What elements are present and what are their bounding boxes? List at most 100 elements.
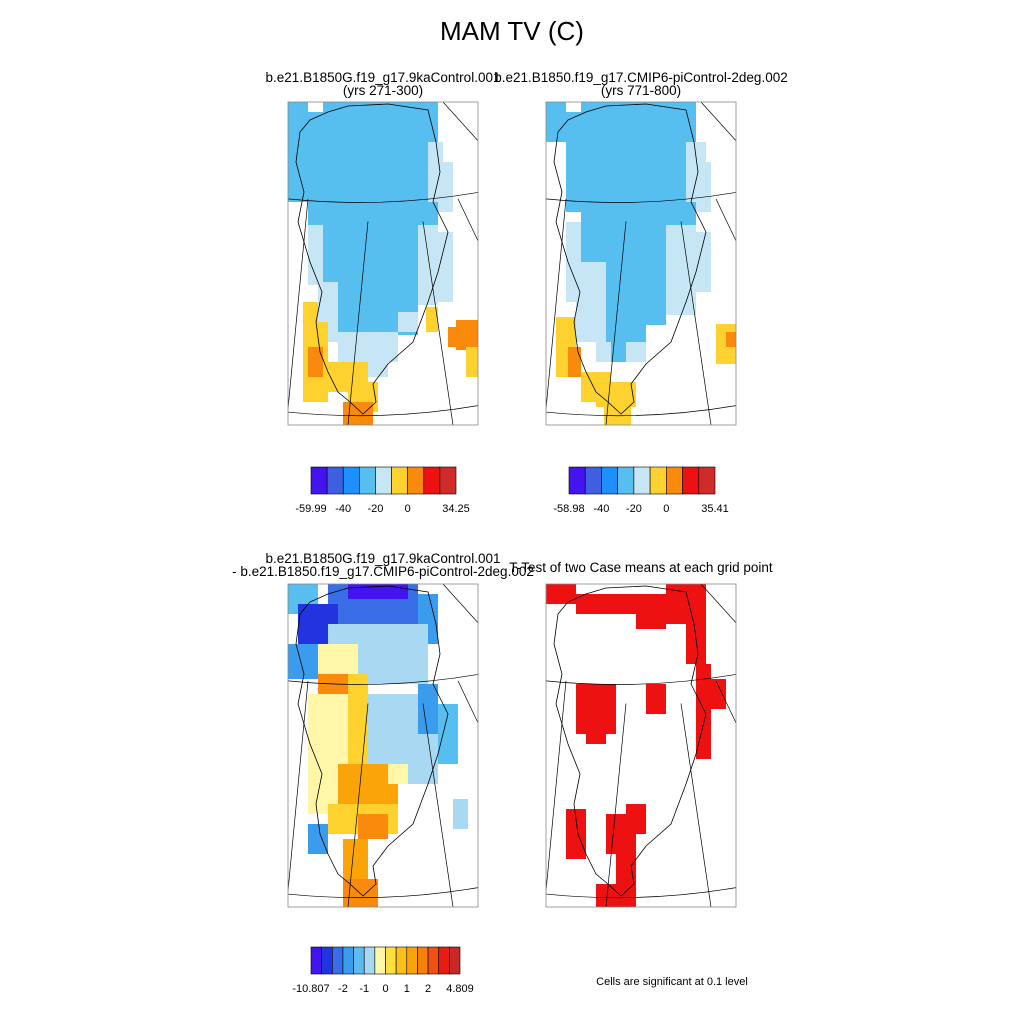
coastline — [553, 103, 707, 415]
colorbar-label: 34.25 — [442, 503, 470, 515]
meridian-line — [605, 221, 627, 425]
coastline — [295, 585, 449, 897]
meridian-line — [715, 198, 736, 242]
meridian-line — [442, 102, 478, 141]
meridian-line — [422, 221, 454, 425]
colorbar-box — [617, 466, 635, 495]
grid-cell — [308, 112, 323, 225]
panel-subtitle: (yrs 271-300) — [343, 83, 423, 98]
colorbar-label: 4.809 — [446, 983, 474, 995]
grid-cell — [343, 879, 378, 907]
panel-title: b.e21.B1850.f19_g17.CMIP6-piControl-2deg… — [494, 70, 787, 85]
colorbar-box — [427, 946, 440, 975]
map-frame — [545, 583, 737, 908]
colorbar-box — [326, 466, 344, 495]
meridian-line — [457, 680, 478, 724]
grid-cell — [308, 347, 323, 377]
colorbar-label: 0 — [405, 503, 411, 515]
grid-cell — [438, 704, 458, 764]
grid-cell — [456, 320, 478, 350]
meridian-line — [700, 584, 736, 623]
colorbar-box — [439, 466, 457, 495]
map-field — [288, 102, 478, 425]
grid-cell — [288, 102, 308, 132]
figure-title: MAM TV (C) — [440, 16, 584, 46]
colorbar-label: 0 — [382, 983, 388, 995]
grid-cell — [303, 302, 318, 322]
grid-cell — [466, 347, 478, 377]
meridian-line — [422, 703, 454, 907]
grid-cell — [323, 102, 438, 225]
map-panel — [545, 101, 737, 426]
map-field — [546, 584, 736, 907]
grid-cell — [453, 799, 468, 829]
grid-cell — [696, 162, 711, 212]
meridian-line — [288, 198, 309, 409]
colorbar-label: -20 — [626, 503, 642, 515]
map-frame — [545, 101, 737, 426]
grid-cell — [368, 352, 388, 377]
panel-title: b.e21.B1850G.f19_g17.9kaControl.001 — [266, 551, 501, 566]
meridian-line — [546, 198, 567, 409]
grid-cell — [576, 262, 606, 342]
latitude-line — [288, 674, 478, 685]
colorbar-box — [331, 946, 344, 975]
grid-cell — [308, 824, 328, 854]
latitude-line — [288, 405, 478, 417]
colorbar-box — [395, 946, 408, 975]
grid-cell — [616, 844, 636, 894]
grid-cell — [576, 594, 636, 614]
meridian-line — [680, 703, 712, 907]
meridian-line — [442, 584, 478, 623]
panel-title: b.e21.B1850G.f19_g17.9kaControl.001 — [266, 70, 501, 85]
colorbar-box — [407, 466, 425, 495]
grid-cell — [288, 644, 318, 679]
grid-cell — [711, 679, 726, 709]
grid-cell — [726, 332, 736, 347]
map-frame — [287, 583, 479, 908]
colorbar-label: -40 — [335, 503, 351, 515]
meridian-line — [715, 680, 736, 724]
grid-cell — [398, 312, 418, 332]
colorbar-box — [391, 466, 408, 495]
grid-cell — [318, 644, 358, 674]
grid-cell — [546, 584, 576, 604]
colorbar-box — [698, 466, 716, 495]
colorbar-label: -59.99 — [295, 503, 326, 515]
grid-cell — [358, 814, 388, 839]
colorbar-box — [375, 466, 392, 495]
meridian-line — [347, 703, 369, 907]
map-field — [288, 584, 478, 907]
footnote: Cells are significant at 0.1 level — [596, 976, 748, 988]
colorbar-label: -2 — [338, 983, 348, 995]
colorbar-label: 0 — [663, 503, 669, 515]
grid-cell — [611, 342, 626, 362]
latitude-line — [546, 192, 736, 203]
colorbar-box — [342, 466, 360, 495]
colorbar-box — [438, 946, 450, 975]
colorbar-box — [568, 466, 586, 495]
colorbar-box — [666, 466, 683, 495]
grid-cell — [566, 809, 586, 859]
meridian-line — [457, 198, 478, 242]
grid-cell — [604, 402, 631, 425]
grid-cell — [568, 347, 581, 377]
meridian-line — [700, 102, 736, 141]
colorbar-box — [423, 466, 441, 495]
colorbar-box — [310, 946, 322, 975]
grid-cell — [388, 764, 408, 784]
map-panel — [287, 583, 479, 908]
colorbar-label: -10.807 — [292, 983, 329, 995]
map-field — [546, 102, 736, 425]
colorbar-box — [359, 466, 376, 495]
grid-cell — [586, 714, 606, 744]
grid-cell — [636, 594, 666, 629]
map-panel — [545, 583, 737, 908]
grid-cell — [666, 225, 696, 315]
colorbar-box — [321, 946, 333, 975]
map-panel — [287, 101, 479, 426]
meridian-line — [605, 703, 627, 907]
grid-cell — [606, 325, 646, 345]
